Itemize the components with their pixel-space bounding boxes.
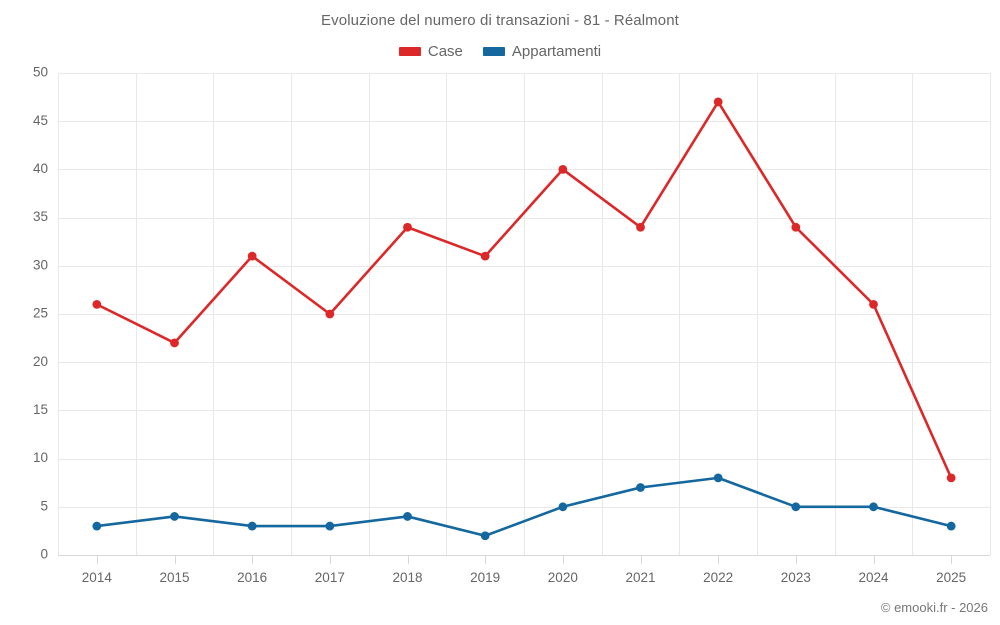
data-point[interactable] [480,251,490,261]
data-point[interactable] [247,251,257,261]
data-point[interactable] [713,97,723,107]
data-point[interactable] [480,531,490,541]
data-point[interactable] [946,473,956,483]
series-line-case [95,100,953,480]
chart-title: Evoluzione del numero di transazioni - 8… [321,12,679,29]
data-point[interactable] [791,222,801,232]
y-axis-tick-label: 50 [33,65,48,80]
y-axis-tick-label: 5 [40,498,48,513]
x-axis-tick-label: 2017 [315,570,345,585]
y-axis-tick-label: 30 [33,257,48,272]
data-point[interactable] [92,521,102,531]
y-axis-tick-label: 45 [33,113,48,128]
data-point[interactable] [636,483,645,492]
data-point[interactable] [713,473,723,483]
data-point[interactable] [325,521,335,531]
x-axis-tick-label: 2025 [936,570,966,585]
data-point[interactable] [636,222,645,232]
data-point[interactable] [558,502,568,512]
y-axis-tick-label: 40 [33,161,48,176]
x-axis-tick-label: 2019 [470,570,500,585]
y-axis-tick-label: 25 [33,306,48,321]
data-point[interactable] [170,338,179,348]
data-point[interactable] [869,299,878,309]
legend-label-appartamenti: Appartamenti [511,43,602,60]
data-point[interactable] [325,309,335,319]
legend-item-appartamenti[interactable]: Appartamenti [482,43,602,60]
legend-label-case: Case [427,43,463,60]
x-axis-tick-label: 2021 [625,570,655,585]
x-axis-tick-label: 2022 [703,570,733,585]
x-axis-tick-label: 2023 [781,570,811,585]
copyright-credit: © emooki.fr - 2026 [880,600,988,615]
y-axis-tick-label: 15 [33,402,48,417]
chart-legend: Case Appartamenti [0,44,1000,59]
x-axis-tick-label: 2016 [237,570,267,585]
legend-item-case[interactable]: Case [398,43,463,60]
x-axis-tick-label: 2018 [392,570,422,585]
y-axis-tick-label: 35 [33,209,48,224]
series-appartamenti [92,473,956,541]
x-axis-tick-label: 2014 [82,570,113,585]
data-point[interactable] [946,521,956,531]
y-axis-tick-label: 20 [33,354,48,369]
x-axis-tick-label: 2024 [858,570,889,585]
data-point[interactable] [869,502,878,512]
data-point[interactable] [247,521,257,531]
y-axis-tick-label: 0 [40,547,48,562]
series-line-appartamenti [95,476,953,538]
x-axis-tick-label: 2020 [548,570,578,585]
data-point[interactable] [791,502,801,512]
legend-swatch-appartamenti [482,47,505,56]
data-point[interactable] [403,222,412,232]
y-axis-tick-label: 10 [33,450,48,465]
series-case [92,97,956,483]
data-point[interactable] [92,299,102,309]
x-axis-tick-label: 2015 [159,570,189,585]
data-point[interactable] [170,512,179,521]
data-point[interactable] [403,512,412,521]
legend-swatch-case [398,47,421,56]
data-point[interactable] [558,165,568,174]
